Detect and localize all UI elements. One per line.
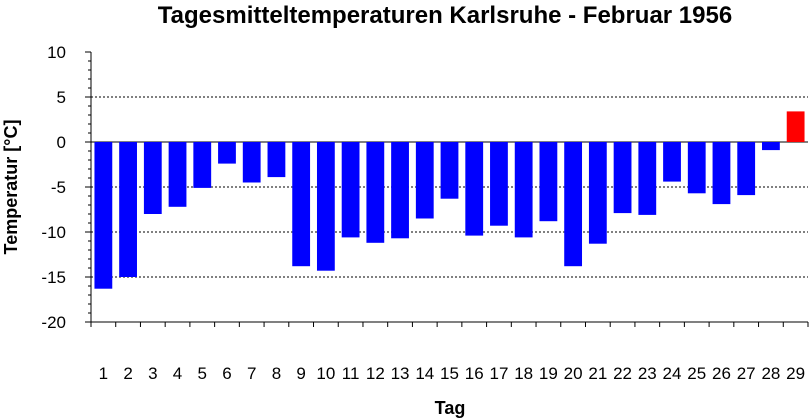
x-tick-label: 22 — [613, 364, 632, 383]
bar-day-3 — [143, 142, 162, 214]
x-tick-label: 17 — [489, 364, 508, 383]
bar-day-7 — [242, 142, 261, 183]
x-tick-label: 3 — [148, 364, 157, 383]
x-axis-title: Tag — [435, 398, 466, 418]
bar-day-2 — [119, 142, 137, 277]
x-tick-label: 11 — [342, 364, 360, 383]
x-tick-label: 24 — [663, 364, 682, 383]
x-tick-label: 28 — [761, 364, 780, 383]
bar-day-13 — [391, 142, 409, 239]
x-tick-label: 18 — [514, 364, 533, 383]
x-tick-label: 7 — [247, 364, 256, 383]
bar-day-17 — [490, 142, 508, 226]
x-tick-label: 15 — [440, 364, 459, 383]
y-tick-label: 10 — [47, 43, 66, 62]
y-tick-label: -10 — [41, 223, 66, 242]
bar-day-12 — [366, 142, 385, 243]
bar-day-25 — [687, 142, 706, 194]
x-tick-label: 13 — [391, 364, 410, 383]
bar-day-26 — [712, 142, 731, 205]
bar-day-29 — [786, 111, 805, 142]
bar-day-23 — [638, 142, 657, 215]
bar-day-20 — [564, 142, 583, 267]
bar-day-6 — [218, 142, 236, 164]
x-tick-label: 29 — [786, 364, 805, 383]
x-tick-label: 6 — [222, 364, 231, 383]
y-tick-label: -20 — [41, 313, 66, 332]
bar-day-10 — [316, 142, 335, 271]
x-tick-label: 19 — [539, 364, 558, 383]
x-tick-label: 5 — [198, 364, 207, 383]
x-tick-label: 23 — [638, 364, 657, 383]
x-tick-label: 2 — [123, 364, 132, 383]
bar-day-21 — [588, 142, 607, 244]
x-tick-label: 8 — [272, 364, 281, 383]
bars — [94, 111, 805, 289]
x-tick-label: 1 — [99, 364, 108, 383]
x-tick-label: 27 — [737, 364, 756, 383]
bar-day-28 — [762, 142, 780, 151]
bar-day-24 — [663, 142, 681, 182]
x-tick-label: 14 — [415, 364, 434, 383]
chart-title: Tagesmitteltemperaturen Karlsruhe - Febr… — [158, 2, 732, 29]
bar-day-22 — [613, 142, 632, 214]
x-tick-label: 25 — [687, 364, 706, 383]
bar-day-18 — [514, 142, 533, 238]
bar-day-11 — [341, 142, 360, 238]
bar-day-4 — [168, 142, 187, 207]
y-tick-labels: -20 -15 -10 -5 0 5 10 — [41, 43, 66, 332]
bar-day-16 — [465, 142, 484, 236]
x-tick-label: 9 — [296, 364, 305, 383]
x-tick-label: 26 — [712, 364, 731, 383]
x-tick-labels: 1 2 3 4 5 6 7 8 9 10 11 12 13 14 15 16 17 18 19 20 21 22 23 24 2… — [99, 364, 805, 383]
bar-day-8 — [267, 142, 286, 178]
x-tick-label: 20 — [564, 364, 583, 383]
y-tick-label: 5 — [57, 88, 66, 107]
bar-day-5 — [193, 142, 212, 188]
x-tick-label: 21 — [588, 364, 607, 383]
y-tick-label: 0 — [57, 133, 66, 152]
x-tick-label: 12 — [366, 364, 385, 383]
bar-day-1 — [94, 142, 113, 289]
bar-day-19 — [539, 142, 558, 222]
x-tick-label: 10 — [316, 364, 335, 383]
y-tick-label: -15 — [41, 268, 66, 287]
x-tick-label: 4 — [173, 364, 182, 383]
x-tick-label: 16 — [465, 364, 484, 383]
y-tick-label: -5 — [51, 178, 66, 197]
bar-day-14 — [415, 142, 434, 219]
bar-day-9 — [292, 142, 311, 267]
bar-day-27 — [737, 142, 756, 196]
axes — [85, 51, 809, 327]
bar-day-15 — [440, 142, 459, 199]
y-axis-title: Temperatur [°C] — [1, 120, 21, 255]
